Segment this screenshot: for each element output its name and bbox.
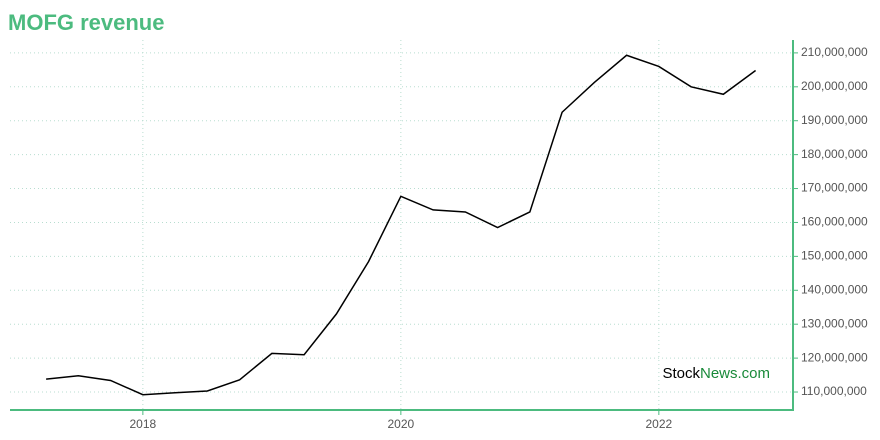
line-series — [46, 54, 757, 396]
watermark-prefix: Stock — [662, 365, 700, 382]
y-tick-label: 150,000,000 — [801, 249, 868, 263]
y-tick-label: 130,000,000 — [801, 316, 868, 330]
watermark: StockNews.com — [662, 365, 770, 382]
y-tick-label: 120,000,000 — [801, 350, 868, 364]
grid — [10, 40, 793, 410]
y-tick-label: 180,000,000 — [801, 147, 868, 161]
plot — [46, 54, 757, 396]
y-tick-label: 140,000,000 — [801, 282, 868, 296]
y-tick-label: 190,000,000 — [801, 113, 868, 127]
x-tick-label: 2018 — [130, 417, 157, 431]
y-tick-label: 110,000,000 — [801, 384, 867, 398]
y-tick-label: 200,000,000 — [801, 79, 868, 93]
chart-title: MOFG revenue — [8, 10, 164, 35]
y-tick-label: 160,000,000 — [801, 215, 868, 229]
y-tick-label: 170,000,000 — [801, 181, 868, 195]
x-tick-label: 2022 — [645, 417, 672, 431]
watermark-suffix: News.com — [700, 365, 770, 382]
y-tick-label: 210,000,000 — [801, 45, 868, 59]
x-tick-label: 2020 — [388, 417, 415, 431]
